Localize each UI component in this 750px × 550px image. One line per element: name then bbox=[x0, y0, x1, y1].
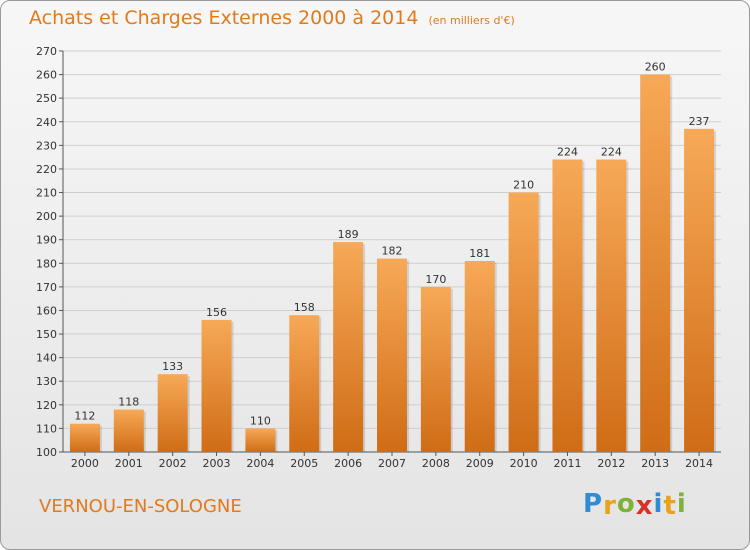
logo-letter: r bbox=[603, 491, 617, 521]
data-label: 181 bbox=[469, 247, 490, 260]
bar bbox=[508, 192, 539, 452]
bar bbox=[684, 128, 715, 452]
proxiti-logo: Proxiti bbox=[583, 489, 687, 521]
chart-title-text: Achats et Charges Externes 2000 à 2014 bbox=[29, 7, 419, 29]
y-tick-label: 100 bbox=[36, 446, 57, 459]
logo-letter: t bbox=[663, 491, 677, 521]
y-tick-label: 160 bbox=[36, 304, 57, 317]
labels: 100 110 120 130 140 150 160 170 180 190 200 210 220 2… bbox=[36, 45, 713, 470]
x-tick-label: 2002 bbox=[159, 457, 187, 470]
x-tick-label: 2014 bbox=[685, 457, 713, 470]
data-label: 156 bbox=[206, 306, 227, 319]
bar bbox=[289, 315, 320, 452]
data-label: 237 bbox=[689, 115, 710, 128]
bar bbox=[377, 258, 407, 452]
data-label: 182 bbox=[382, 245, 403, 258]
data-label: 224 bbox=[601, 146, 622, 159]
x-tick-label: 2003 bbox=[203, 457, 231, 470]
y-tick-label: 260 bbox=[36, 69, 57, 82]
y-tick-label: 150 bbox=[36, 328, 57, 341]
x-tick-label: 2000 bbox=[71, 457, 99, 470]
bar bbox=[201, 319, 232, 452]
data-label: 260 bbox=[645, 61, 666, 74]
y-tick-label: 140 bbox=[36, 352, 57, 365]
data-label: 158 bbox=[294, 301, 315, 314]
x-tick-label: 2009 bbox=[466, 457, 494, 470]
x-tick-label: 2010 bbox=[510, 457, 538, 470]
y-tick-label: 270 bbox=[36, 45, 57, 58]
logo-letter: i bbox=[653, 489, 664, 519]
data-label: 224 bbox=[557, 146, 578, 159]
bar bbox=[420, 286, 451, 452]
y-tick-label: 130 bbox=[36, 375, 57, 388]
bar bbox=[157, 374, 188, 452]
logo-letter: P bbox=[583, 489, 604, 519]
data-label: 133 bbox=[162, 360, 183, 373]
y-tick-label: 210 bbox=[36, 187, 57, 200]
data-label: 110 bbox=[250, 414, 271, 427]
logo-letter: i bbox=[676, 489, 687, 519]
bar bbox=[69, 423, 100, 452]
x-tick-label: 2012 bbox=[597, 457, 625, 470]
y-tick-label: 180 bbox=[36, 257, 57, 270]
data-label: 189 bbox=[338, 228, 359, 241]
bar bbox=[464, 260, 495, 452]
x-tick-label: 2001 bbox=[115, 457, 143, 470]
chart-subtitle: (en milliers d'€) bbox=[428, 14, 515, 27]
x-tick-label: 2011 bbox=[553, 457, 581, 470]
bar bbox=[113, 409, 144, 452]
x-tick-label: 2007 bbox=[378, 457, 406, 470]
commune-name: VERNOU-EN-SOLOGNE bbox=[39, 496, 242, 517]
x-tick-label: 2004 bbox=[246, 457, 274, 470]
x-tick-label: 2006 bbox=[334, 457, 362, 470]
y-tick-label: 250 bbox=[36, 92, 57, 105]
y-tick-label: 170 bbox=[36, 281, 57, 294]
y-tick-label: 230 bbox=[36, 139, 57, 152]
data-label: 170 bbox=[425, 273, 446, 286]
y-tick-label: 110 bbox=[36, 422, 57, 435]
data-label: 118 bbox=[118, 396, 139, 409]
x-tick-label: 2005 bbox=[290, 457, 318, 470]
logo-letter: o bbox=[616, 489, 636, 519]
x-tick-label: 2008 bbox=[422, 457, 450, 470]
logo-letter: x bbox=[635, 491, 654, 521]
bar bbox=[596, 159, 627, 452]
chart-title: Achats et Charges Externes 2000 à 2014 (e… bbox=[29, 7, 515, 29]
data-label: 112 bbox=[74, 410, 95, 423]
bar bbox=[640, 74, 671, 453]
y-tick-label: 120 bbox=[36, 399, 57, 412]
bar bbox=[333, 242, 364, 452]
y-tick-label: 220 bbox=[36, 163, 57, 176]
bars bbox=[69, 74, 717, 453]
data-label: 210 bbox=[513, 179, 534, 192]
bar bbox=[245, 428, 276, 452]
y-tick-label: 240 bbox=[36, 116, 57, 129]
x-tick-label: 2013 bbox=[641, 457, 669, 470]
y-tick-label: 190 bbox=[36, 234, 57, 247]
y-tick-label: 200 bbox=[36, 210, 57, 223]
bar bbox=[552, 159, 583, 452]
